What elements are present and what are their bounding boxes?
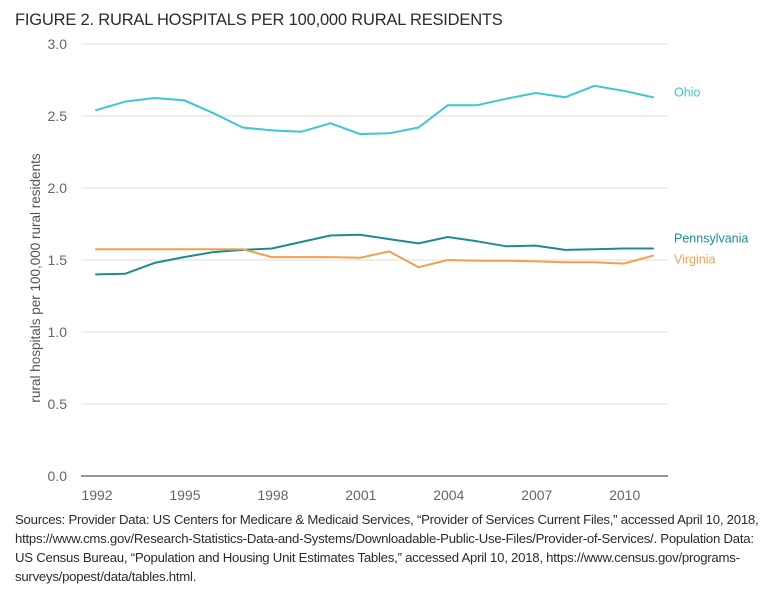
chart-title: FIGURE 2. RURAL HOSPITALS PER 100,000 RU… xyxy=(15,11,503,29)
series-line-pennsylvania xyxy=(95,233,654,276)
gridlines xyxy=(81,43,668,405)
series-label-pennsylvania: Pennsylvania xyxy=(674,231,748,245)
y-tick-label: 1.0 xyxy=(48,324,68,340)
sources-note: Sources: Provider Data: US Centers for M… xyxy=(15,512,759,584)
series-labels: Ohio Pennsylvania Virginia xyxy=(674,85,748,266)
y-tick-label: 1.5 xyxy=(48,252,68,268)
y-tick-label: 3.0 xyxy=(48,36,68,52)
series-lines xyxy=(95,84,654,276)
x-tick-label: 1995 xyxy=(169,487,200,503)
y-tick-label: 2.0 xyxy=(48,180,68,196)
x-tick-label: 1992 xyxy=(81,487,112,503)
x-tick-label: 1998 xyxy=(257,487,288,503)
y-tick-label: 0.5 xyxy=(48,396,68,412)
y-tick-label: 0.0 xyxy=(48,468,68,484)
series-label-ohio: Ohio xyxy=(674,85,700,99)
y-axis-ticks: 0.0 0.5 1.0 1.5 2.0 2.5 3.0 xyxy=(48,36,68,484)
series-line-ohio xyxy=(95,84,654,135)
x-tick-label: 2007 xyxy=(521,487,552,503)
series-line-virginia xyxy=(95,248,654,269)
series-label-virginia: Virginia xyxy=(674,253,716,267)
y-axis-title: rural hospitals per 100,000 rural reside… xyxy=(28,153,43,402)
x-tick-label: 2001 xyxy=(345,487,376,503)
x-tick-label: 2004 xyxy=(433,487,464,503)
x-axis-ticks: 1992 1995 1998 2001 2004 2007 2010 xyxy=(81,487,640,503)
x-tick-label: 2010 xyxy=(609,487,640,503)
y-tick-label: 2.5 xyxy=(48,108,68,124)
line-chart: 0.0 0.5 1.0 1.5 2.0 2.5 3.0 1992 1995 1998 2001 20… xyxy=(28,36,748,503)
